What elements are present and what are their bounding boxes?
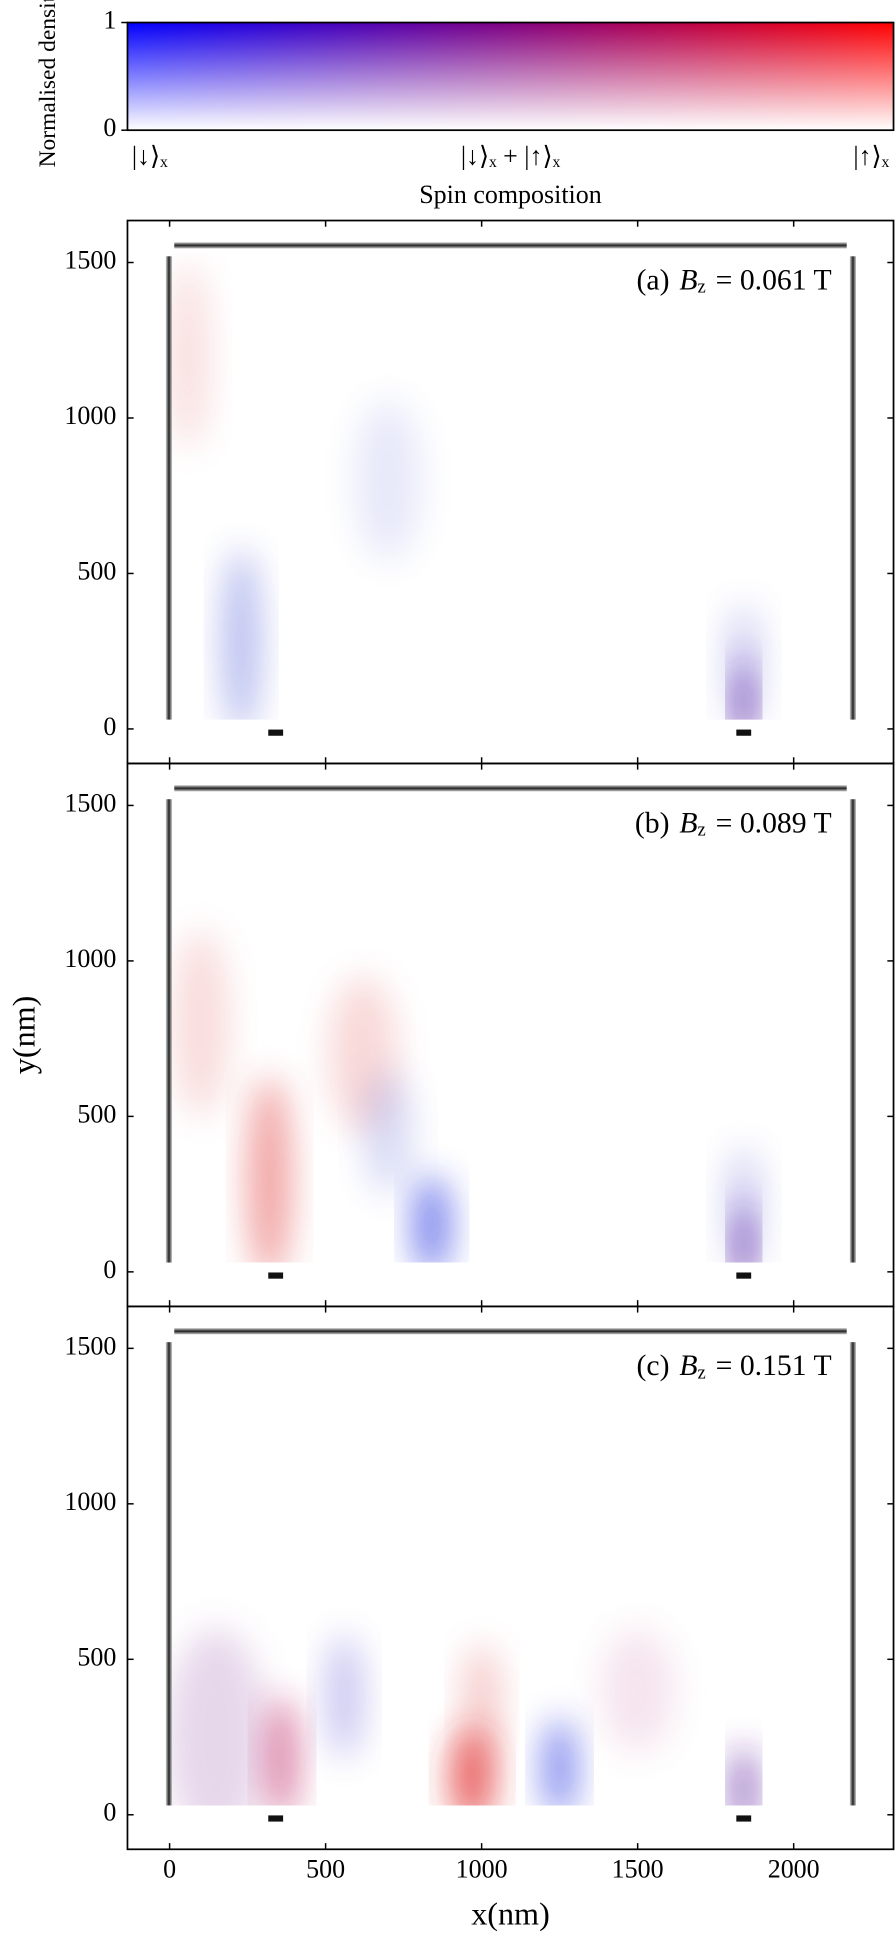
annotation-part: (b) <box>635 807 670 839</box>
y-tick-label: 1000 <box>64 944 116 973</box>
frame <box>126 1305 895 1851</box>
wall <box>165 1342 173 1806</box>
annotation-part: = 0.061 T <box>716 264 832 296</box>
annotation-part: z <box>698 820 706 841</box>
x-tick-label: |↓⟩ₓ + |↑⟩ₓ <box>461 142 561 171</box>
y-axis-label: Normalised density <box>35 0 61 167</box>
density-blob <box>413 1175 451 1263</box>
source-gate <box>268 1272 284 1279</box>
y-axis-label: y(nm) <box>6 996 42 1075</box>
annotation-part: B <box>679 807 697 839</box>
y-tick-label: 500 <box>77 1642 116 1671</box>
y-tick-label: 1500 <box>64 245 116 274</box>
density-map <box>169 262 763 720</box>
wall <box>174 1328 847 1335</box>
y-tick-label: 0 <box>103 1255 116 1284</box>
density-blob <box>325 1634 364 1759</box>
y-tick-label: 1000 <box>64 401 116 430</box>
wall <box>849 256 857 720</box>
density-blob <box>247 1075 292 1263</box>
annotation-part: z <box>698 1363 706 1384</box>
y-tick-label: 0 <box>103 712 116 741</box>
density-map <box>172 929 763 1263</box>
annotation-part: z <box>698 277 706 298</box>
density-blob <box>169 262 211 450</box>
annotation-part: = 0.089 T <box>716 807 832 839</box>
y-tick-label: 500 <box>77 1099 116 1128</box>
x-tick-label: 500 <box>306 1855 345 1884</box>
y-tick-label: 1000 <box>64 1487 116 1516</box>
panel-annotation: (c) Bz = 0.151 T <box>637 1350 832 1384</box>
source-gate <box>736 1815 752 1822</box>
x-axis-label: x(nm) <box>471 1896 550 1932</box>
annotation-part: (c) <box>637 1350 670 1382</box>
density-map <box>169 1627 754 1806</box>
density-blob <box>353 399 423 562</box>
density-blob <box>725 604 763 720</box>
wall <box>165 256 173 720</box>
y-tick-label: 1500 <box>64 1331 116 1360</box>
density-blob <box>172 929 229 1117</box>
annotation-part: B <box>679 1350 697 1382</box>
y-tick-label: 500 <box>77 556 116 585</box>
frame <box>126 762 895 1308</box>
annotation-part: = 0.151 T <box>716 1350 832 1382</box>
density-blob <box>169 1627 267 1806</box>
y-tick-label: 0 <box>103 1798 116 1827</box>
x-tick-label: 1500 <box>612 1855 664 1884</box>
wall <box>165 799 173 1263</box>
wall <box>849 799 857 1263</box>
density-blob <box>462 1643 501 1769</box>
source-gate <box>736 1272 752 1279</box>
annotation-part: B <box>679 264 697 296</box>
density-blob <box>600 1628 676 1753</box>
density-blob <box>264 1696 300 1806</box>
x-tick-label: 1000 <box>456 1855 508 1884</box>
wall <box>174 785 847 792</box>
x-tick-label: 2000 <box>768 1855 820 1884</box>
wall <box>174 242 847 249</box>
source-gate <box>268 729 284 736</box>
density-blob <box>542 1718 577 1806</box>
y-tick-label: 1 <box>103 5 116 34</box>
density-blob <box>734 1746 754 1806</box>
colorbar-frame <box>126 21 895 132</box>
x-tick-label: |↑⟩ₓ <box>853 142 889 171</box>
density-blob <box>363 1069 413 1195</box>
density-blob <box>725 1147 763 1263</box>
x-axis-label: Spin composition <box>419 180 602 209</box>
y-tick-label: 1500 <box>64 788 116 817</box>
colorbar-fade <box>127 22 894 131</box>
source-gate <box>736 729 752 736</box>
panel-annotation: (b) Bz = 0.089 T <box>635 807 832 841</box>
x-tick-label: 0 <box>163 1855 176 1884</box>
wall <box>849 1342 857 1806</box>
annotation-part: (a) <box>637 264 670 296</box>
density-blob <box>222 548 261 720</box>
x-tick-label: |↓⟩ₓ <box>132 142 168 171</box>
source-gate <box>268 1815 284 1822</box>
panel-annotation: (a) Bz = 0.061 T <box>637 264 832 298</box>
y-tick-label: 0 <box>103 113 116 142</box>
